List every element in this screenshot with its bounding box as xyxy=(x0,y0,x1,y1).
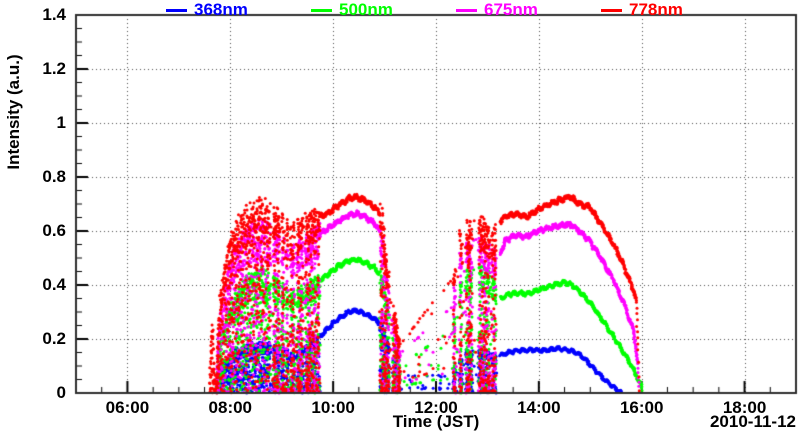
legend-item-500nm: 500nm xyxy=(311,1,393,19)
x-tick-label-10:00: 10:00 xyxy=(311,398,355,417)
y-tick-label-0.6: 0.6 xyxy=(42,221,66,240)
x-tick-label-08:00: 08:00 xyxy=(208,398,253,417)
x-tick-label-12:00: 12:00 xyxy=(414,398,458,417)
x-tick-label-14:00: 14:00 xyxy=(517,398,561,417)
x-tick-label-16:00: 16:00 xyxy=(619,398,664,417)
x-tick-label-18:00: 18:00 xyxy=(722,398,767,417)
legend: 368nm 500nm 675nm 778nm xyxy=(0,0,800,20)
legend-item-675nm: 675nm xyxy=(456,1,538,19)
legend-label-675nm: 675nm xyxy=(484,0,538,19)
date-label: 2010-11-12 xyxy=(709,412,796,431)
legend-label-778nm: 778nm xyxy=(629,0,683,19)
y-tick-label-1.2: 1.2 xyxy=(42,59,66,78)
legend-label-500nm: 500nm xyxy=(339,0,393,19)
legend-line-icon-778nm xyxy=(601,8,622,12)
legend-item-778nm: 778nm xyxy=(601,1,683,19)
legend-item-368nm: 368nm xyxy=(166,1,248,19)
y-tick-label-1: 1 xyxy=(56,113,66,132)
y-axis-title: Intensity (a.u.) xyxy=(4,54,23,170)
y-tick-label-0.8: 0.8 xyxy=(42,167,66,186)
legend-line-icon-368nm xyxy=(166,8,187,12)
legend-line-icon-675nm xyxy=(456,8,477,12)
x-axis-title: Time (JST) xyxy=(392,412,480,431)
y-tick-label-1.4: 1.4 xyxy=(42,5,66,24)
legend-label-368nm: 368nm xyxy=(194,0,248,19)
legend-line-icon-500nm xyxy=(311,8,332,12)
y-tick-label-0: 0 xyxy=(56,383,66,402)
x-tick-label-06:00: 06:00 xyxy=(105,398,150,417)
y-tick-label-0.2: 0.2 xyxy=(42,329,66,348)
y-tick-label-0.4: 0.4 xyxy=(42,275,66,294)
